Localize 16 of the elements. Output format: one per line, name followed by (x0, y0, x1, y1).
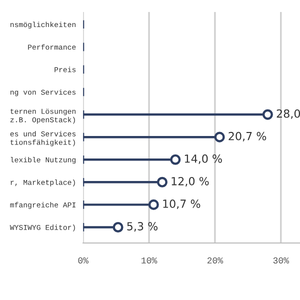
data-label: 12,0 % (172, 176, 209, 187)
x-tick-label: 0% (78, 257, 89, 264)
x-tick-label: 20% (207, 257, 224, 264)
point (262, 109, 273, 120)
data-label: 5,3 % (127, 222, 158, 232)
point (112, 222, 124, 232)
data-label: 10,7 % (163, 200, 200, 210)
data-label: 14,0 % (184, 154, 222, 164)
point (156, 176, 168, 188)
x-tick-label: 10% (142, 257, 158, 264)
point (148, 199, 159, 210)
point (170, 154, 181, 165)
x-tick-label: 30% (273, 257, 290, 264)
data-label: 20,7 % (228, 132, 266, 142)
point (214, 132, 225, 142)
data-label: 28,0 (276, 109, 300, 119)
